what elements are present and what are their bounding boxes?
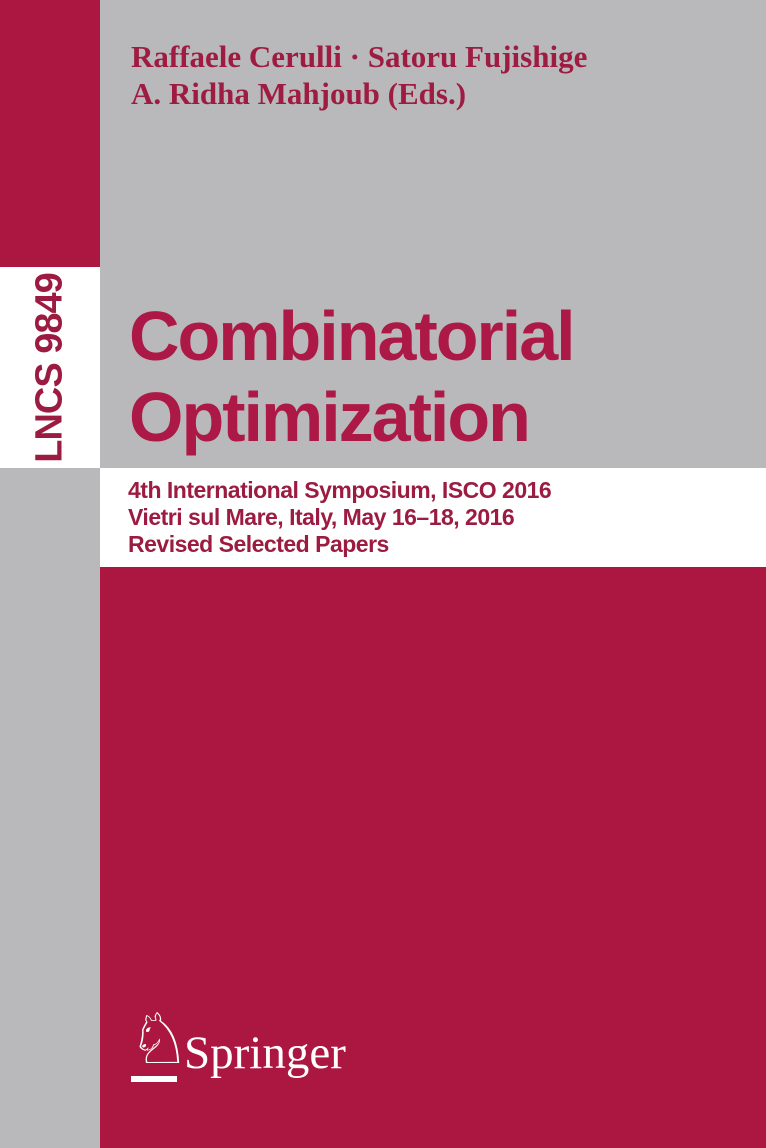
authors-line-2: A. Ridha Mahjoub (Eds.) [131,76,467,111]
subtitle-block: 4th International Symposium, ISCO 2016 V… [128,477,552,558]
publisher-name: Springer [184,1027,346,1079]
spine-red-block [0,0,100,267]
logo-underline-bar [131,1076,177,1082]
subtitle-band: 4th International Symposium, ISCO 2016 V… [100,468,766,567]
publisher-logo: ♘ Springer [128,1004,448,1102]
springer-horse-knight-icon: ♘ [128,998,191,1080]
spine-series-block: LNCS 9849 [0,267,100,468]
subtitle-line-3: Revised Selected Papers [128,531,389,557]
series-label: LNCS 9849 [28,272,71,463]
cover-top-area: Raffaele Cerulli · Satoru Fujishige A. R… [100,0,766,468]
book-title: Combinatorial Optimization [129,296,576,458]
subtitle-line-1: 4th International Symposium, ISCO 2016 [128,477,552,503]
title-line-1: Combinatorial [129,297,576,375]
authors-line-1: Raffaele Cerulli · Satoru Fujishige [131,39,588,74]
authors-block: Raffaele Cerulli · Satoru Fujishige A. R… [131,38,587,112]
title-line-2: Optimization [129,378,531,456]
cover-bottom-area: ♘ Springer [100,567,766,1148]
subtitle-line-2: Vietri sul Mare, Italy, May 16–18, 2016 [128,504,515,530]
spine-gray-block [0,468,100,1148]
